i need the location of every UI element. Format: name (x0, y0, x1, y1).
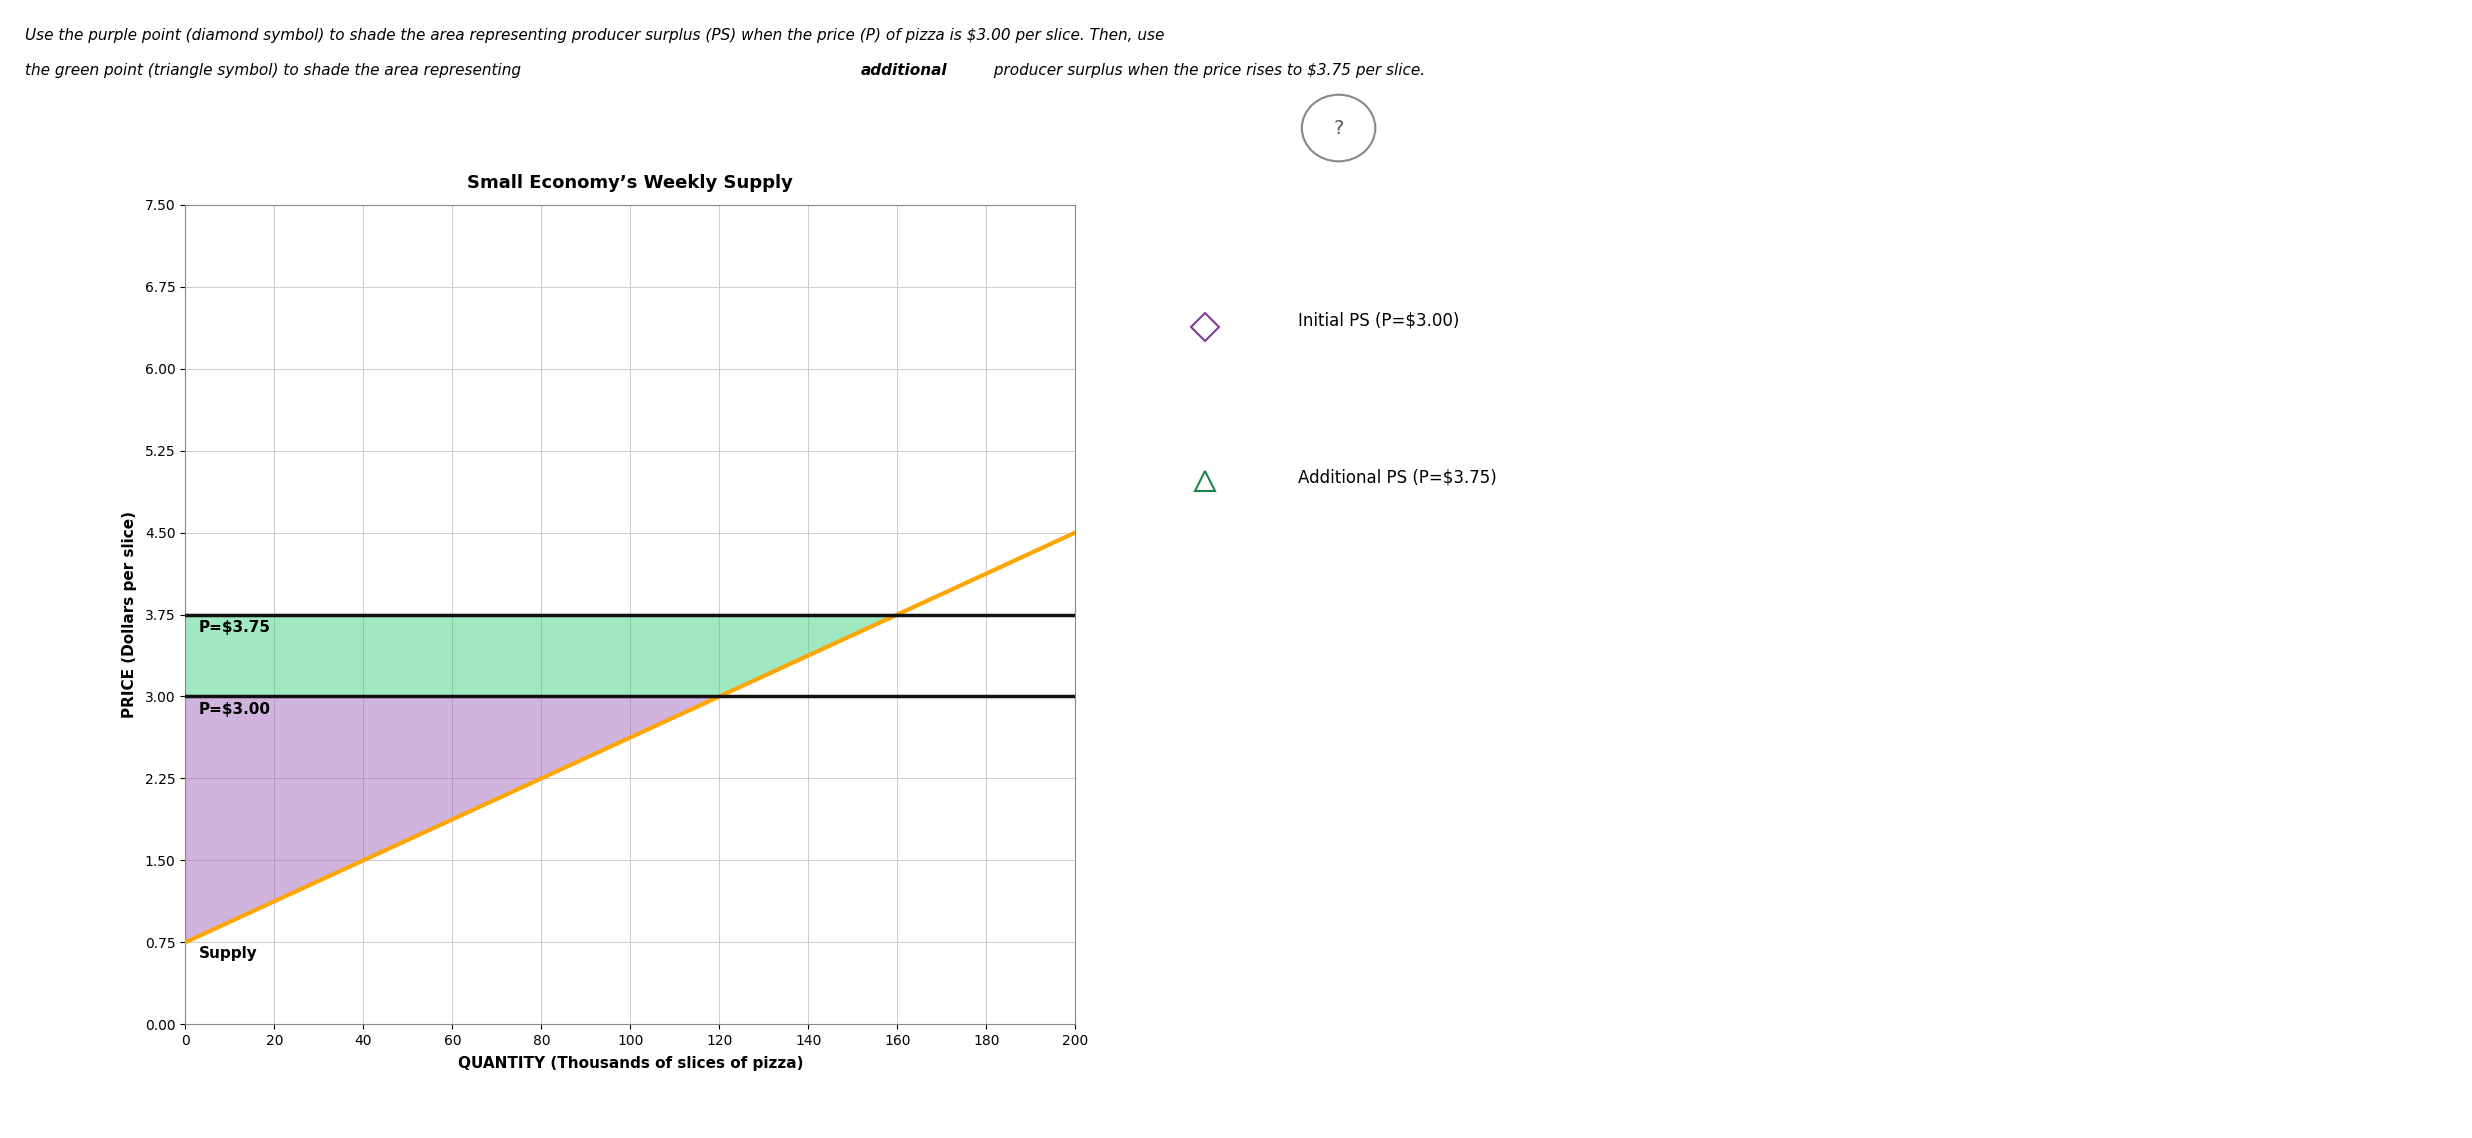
Text: P=$3.75: P=$3.75 (198, 620, 272, 635)
Text: Initial PS (P=$3.00): Initial PS (P=$3.00) (1298, 312, 1458, 330)
Text: Additional PS (P=$3.75): Additional PS (P=$3.75) (1298, 469, 1496, 487)
Text: P=$3.00: P=$3.00 (198, 702, 272, 717)
Polygon shape (185, 696, 719, 942)
Y-axis label: PRICE (Dollars per slice): PRICE (Dollars per slice) (121, 511, 136, 718)
Title: Small Economy’s Weekly Supply: Small Economy’s Weekly Supply (467, 174, 794, 192)
Text: additional: additional (860, 63, 947, 77)
Polygon shape (185, 615, 897, 696)
Text: producer surplus when the price rises to $3.75 per slice.: producer surplus when the price rises to… (989, 63, 1424, 77)
X-axis label: QUANTITY (Thousands of slices of pizza): QUANTITY (Thousands of slices of pizza) (457, 1056, 803, 1071)
Text: Supply: Supply (198, 946, 257, 960)
Text: the green point (triangle symbol) to shade the area representing: the green point (triangle symbol) to sha… (25, 63, 527, 77)
Text: ?: ? (1332, 118, 1345, 138)
Text: Use the purple point (diamond symbol) to shade the area representing producer su: Use the purple point (diamond symbol) to… (25, 28, 1164, 43)
